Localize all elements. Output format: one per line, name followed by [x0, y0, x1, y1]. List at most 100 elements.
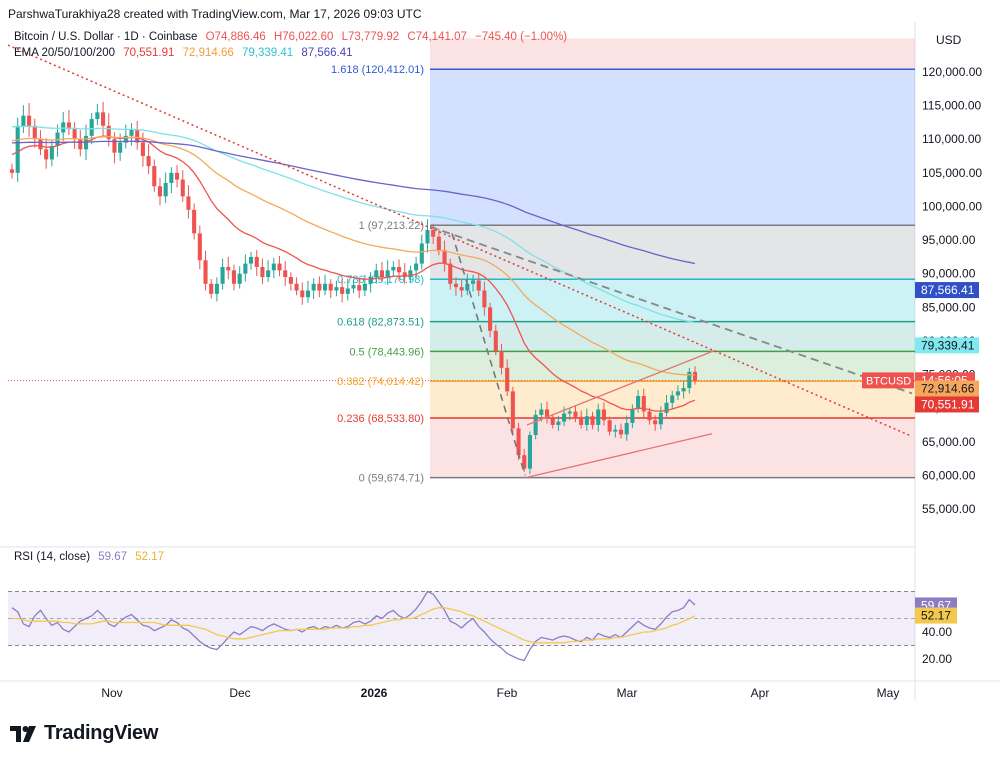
symbol-tag-label: BTCUSD — [866, 375, 911, 387]
candle-body — [448, 263, 453, 284]
ema200-line — [11, 140, 696, 265]
candles-group — [8, 44, 913, 479]
dashed-downtrend-line — [429, 225, 913, 395]
candle-body — [123, 135, 128, 143]
candle-body — [44, 149, 49, 160]
symbol-name: Bitcoin / U.S. Dollar · 1D · Coinbase — [14, 31, 198, 43]
candle-body — [510, 391, 515, 429]
candle-body — [385, 270, 390, 278]
candle-body — [9, 169, 15, 173]
fib-zone-1618 — [430, 69, 915, 226]
candle-body — [66, 122, 71, 130]
candle-body — [562, 413, 567, 422]
open-value: O74,886.46 — [205, 31, 266, 43]
price-tick-label: 115,000.00 — [922, 99, 981, 113]
candle-body — [391, 266, 396, 271]
candle-body — [425, 229, 430, 244]
candle-body — [396, 266, 402, 273]
candle-body — [379, 270, 385, 278]
time-tick-label: 2026 — [361, 686, 388, 700]
candle-body — [15, 125, 20, 173]
candle-body — [453, 283, 458, 288]
ascending-resistance-line — [526, 349, 716, 426]
ema200-value: 87,566.41 — [301, 47, 353, 59]
fib-label-3: 0.618 (82,873.51) — [337, 317, 424, 329]
candle-body — [692, 371, 698, 381]
candle-body — [311, 283, 316, 291]
candle-body — [607, 420, 612, 432]
candle-body — [72, 129, 77, 140]
candle-body — [527, 435, 532, 469]
candle-body — [442, 250, 447, 264]
rsi-ma-line — [12, 607, 696, 644]
candle-body — [499, 351, 504, 368]
candle-body — [294, 283, 299, 291]
rsi-legend: RSI (14, close) 59.67 52.17 — [14, 551, 169, 563]
candle-body — [414, 263, 419, 271]
long-downtrend-line — [8, 44, 913, 438]
rsi-ma-legend-value: 52.17 — [135, 551, 165, 563]
candle-body — [27, 115, 32, 126]
candle-body — [163, 182, 168, 197]
candle-body — [544, 409, 550, 419]
candle-body — [630, 408, 635, 423]
candle-body — [266, 270, 271, 278]
candle-body — [106, 125, 111, 140]
candle-body — [192, 209, 197, 234]
fib-label-1: 1 (97,213.22) — [359, 220, 424, 232]
candle-body — [32, 125, 37, 140]
price-tick-label: 60,000.00 — [922, 468, 976, 482]
price-tick-label: 85,000.00 — [922, 300, 976, 314]
candle-body — [567, 411, 572, 414]
candle-body — [573, 411, 578, 417]
candle-body — [687, 371, 692, 388]
fib-zone-0236 — [430, 418, 915, 478]
candle-body — [226, 266, 231, 271]
candle-body — [283, 270, 288, 278]
price-tag-bg-3 — [915, 380, 979, 397]
candle-body — [402, 272, 407, 278]
candle-body — [539, 409, 544, 415]
fib-label-6: 0.236 (68,533.80) — [337, 413, 424, 425]
candle-body — [488, 307, 493, 331]
price-tick-label: 65,000.00 — [922, 435, 976, 449]
tradingview-logo-text: TradingView — [44, 722, 159, 744]
ema50-value: 72,914.66 — [182, 47, 234, 59]
candle-body — [345, 288, 350, 294]
tradingview-logo[interactable]: TradingView — [10, 722, 158, 745]
symbol-tag-bg — [862, 372, 914, 389]
created-by-line: ParshwaTurakhiya28 created with TradingV… — [8, 7, 422, 21]
candle-body — [374, 270, 379, 278]
candle-body — [135, 129, 140, 143]
price-tag-label-4: 70,551.91 — [921, 397, 975, 411]
candle-body — [482, 290, 487, 308]
candle-body — [351, 285, 356, 289]
price-tick-label: 100,000.00 — [922, 199, 982, 213]
price-tick-label: 95,000.00 — [922, 233, 976, 247]
fib-zone-0618 — [430, 321, 915, 352]
rsi-ma-value-tag-bg — [915, 607, 957, 624]
candle-body — [237, 273, 242, 284]
candle-body — [516, 428, 521, 456]
candle-body — [522, 455, 527, 469]
candle-body — [328, 283, 333, 291]
candle-body — [556, 421, 561, 425]
price-tick-label: 90,000.00 — [922, 267, 976, 281]
candle-body — [357, 285, 362, 291]
candle-body — [305, 290, 311, 298]
candle-body — [664, 402, 669, 413]
candle-body — [579, 416, 584, 425]
ema-label: EMA 20/50/100/200 — [14, 47, 116, 59]
fib-zone-above — [430, 38, 915, 70]
candle-body — [271, 263, 276, 271]
candle-body — [203, 260, 208, 284]
candle-body — [288, 277, 293, 284]
candle-body — [670, 395, 675, 403]
time-tick-label: Feb — [497, 686, 518, 700]
time-tick-label: May — [877, 686, 900, 700]
candle-body — [653, 420, 658, 425]
candle-body — [209, 283, 214, 294]
ema20-value: 70,551.91 — [123, 47, 175, 59]
candle-body — [681, 387, 686, 392]
